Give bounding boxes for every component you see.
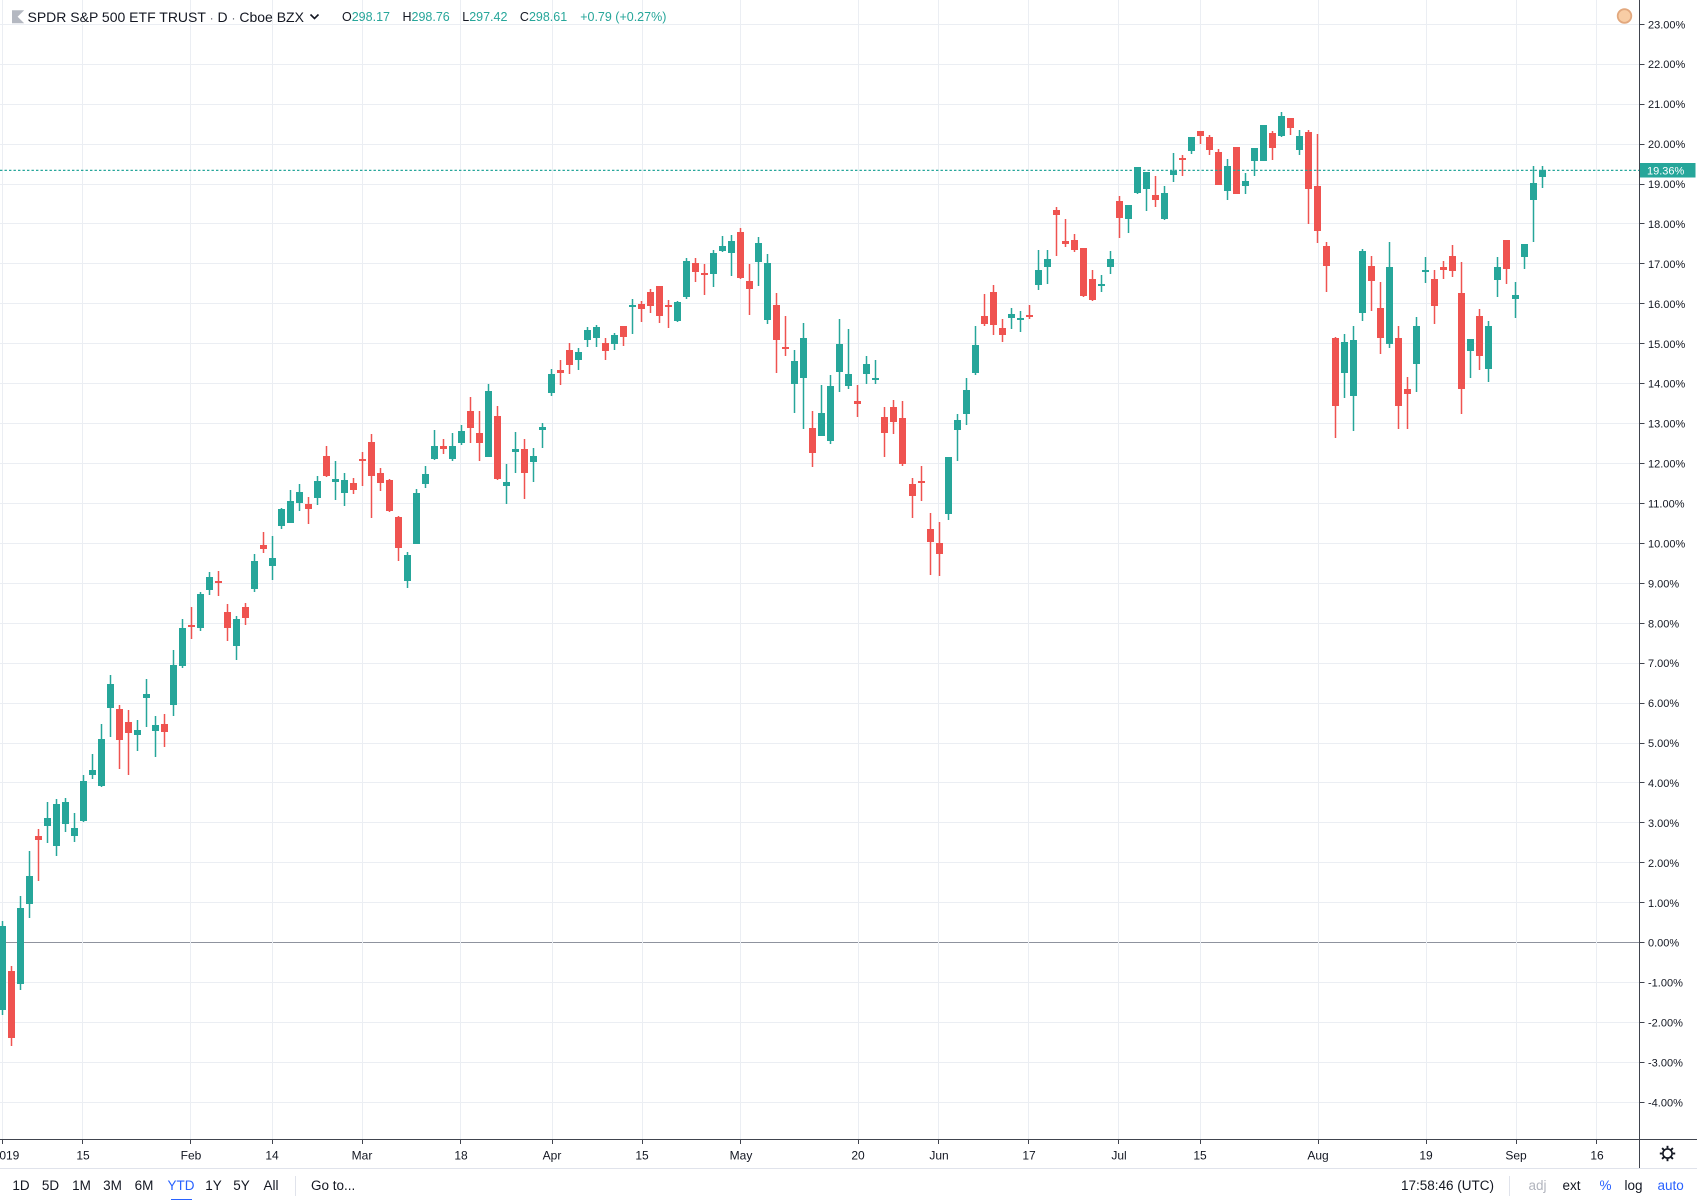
svg-text:Jul: Jul — [1111, 1149, 1126, 1163]
svg-text:11.00%: 11.00% — [1648, 499, 1685, 511]
svg-text:5.00%: 5.00% — [1648, 738, 1679, 750]
svg-text:15: 15 — [635, 1149, 649, 1163]
svg-text:-2.00%: -2.00% — [1648, 1018, 1683, 1030]
svg-text:15: 15 — [1193, 1149, 1207, 1163]
svg-text:20.00%: 20.00% — [1648, 139, 1686, 151]
svg-text:20: 20 — [851, 1149, 865, 1163]
svg-text:2.00%: 2.00% — [1648, 858, 1679, 870]
svg-text:1.00%: 1.00% — [1648, 898, 1679, 910]
svg-text:8.00%: 8.00% — [1648, 618, 1679, 630]
svg-text:-3.00%: -3.00% — [1648, 1058, 1683, 1070]
svg-text:-1.00%: -1.00% — [1648, 978, 1683, 990]
svg-text:Sep: Sep — [1505, 1149, 1527, 1163]
svg-text:-4.00%: -4.00% — [1648, 1097, 1683, 1109]
svg-text:17: 17 — [1022, 1149, 1036, 1163]
svg-text:Feb: Feb — [181, 1149, 202, 1163]
svg-text:Aug: Aug — [1307, 1149, 1328, 1163]
svg-text:16: 16 — [1590, 1149, 1604, 1163]
svg-text:Mar: Mar — [352, 1149, 373, 1163]
svg-text:6.00%: 6.00% — [1648, 698, 1679, 710]
svg-text:10.00%: 10.00% — [1648, 538, 1686, 550]
svg-text:17.00%: 17.00% — [1648, 259, 1686, 271]
svg-text:May: May — [730, 1149, 753, 1163]
svg-text:19: 19 — [1419, 1149, 1433, 1163]
svg-text:21.00%: 21.00% — [1648, 99, 1686, 111]
svg-text:9.00%: 9.00% — [1648, 578, 1679, 590]
svg-text:Apr: Apr — [543, 1149, 562, 1163]
svg-text:12.00%: 12.00% — [1648, 459, 1686, 471]
svg-text:14.00%: 14.00% — [1648, 379, 1686, 391]
svg-text:3.00%: 3.00% — [1648, 818, 1679, 830]
svg-text:18.00%: 18.00% — [1648, 219, 1686, 231]
svg-text:2019: 2019 — [0, 1149, 20, 1163]
svg-text:14: 14 — [265, 1149, 279, 1163]
svg-text:4.00%: 4.00% — [1648, 778, 1679, 790]
svg-text:23.00%: 23.00% — [1648, 19, 1686, 31]
svg-text:0.00%: 0.00% — [1648, 938, 1679, 950]
svg-text:7.00%: 7.00% — [1648, 658, 1679, 670]
svg-text:16.00%: 16.00% — [1648, 299, 1686, 311]
svg-text:19.00%: 19.00% — [1648, 179, 1686, 191]
svg-text:19.36%: 19.36% — [1647, 166, 1685, 178]
svg-text:18: 18 — [454, 1149, 468, 1163]
svg-text:22.00%: 22.00% — [1648, 59, 1686, 71]
svg-text:15: 15 — [76, 1149, 90, 1163]
svg-text:13.00%: 13.00% — [1648, 419, 1686, 431]
svg-text:Jun: Jun — [929, 1149, 948, 1163]
svg-text:15.00%: 15.00% — [1648, 339, 1686, 351]
